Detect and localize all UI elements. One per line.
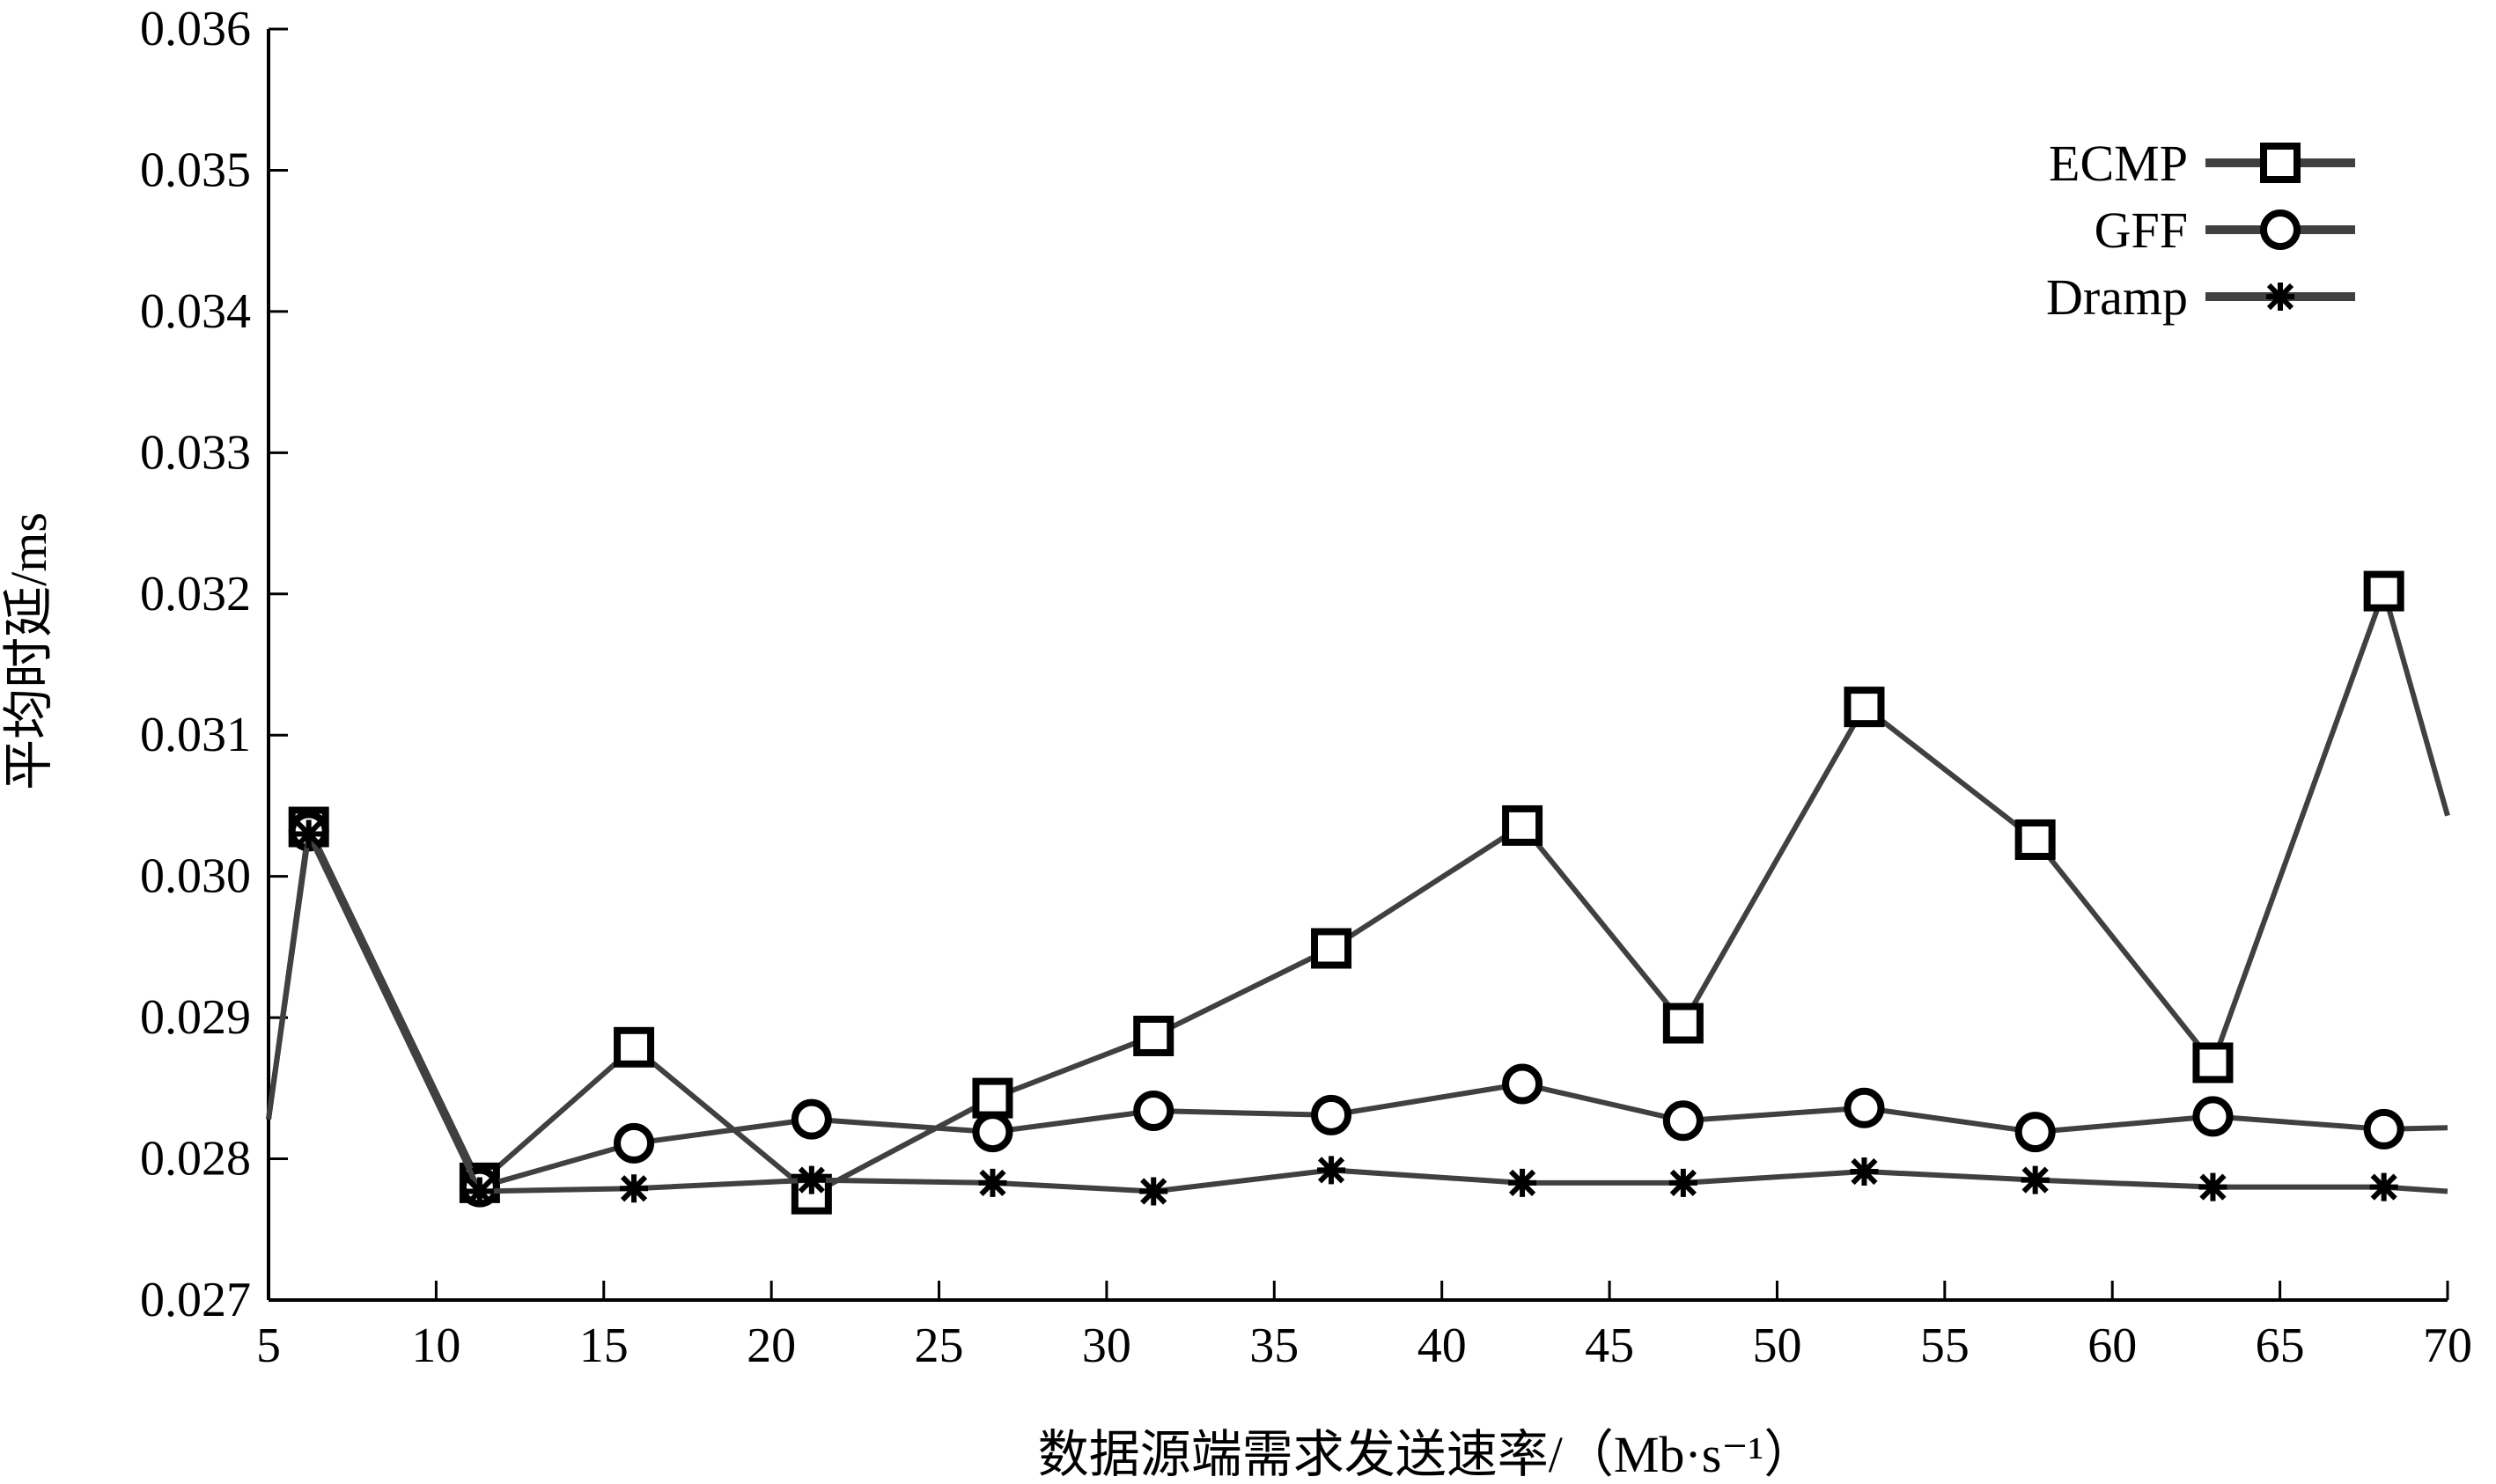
data-point-asterisk <box>1139 1177 1168 1206</box>
x-tick-label: 5 <box>256 1319 281 1373</box>
data-point-asterisk <box>294 819 323 849</box>
data-point-asterisk <box>620 1174 649 1203</box>
series-line <box>266 822 2448 1191</box>
y-tick-label: 0.029 <box>140 990 251 1045</box>
series-gff <box>266 811 2448 1208</box>
data-point-circle <box>2192 1096 2234 1137</box>
x-tick-label: 50 <box>1752 1319 1801 1373</box>
x-tick-label: 65 <box>2256 1319 2305 1373</box>
y-tick-label: 0.034 <box>140 284 251 339</box>
data-point-square <box>972 1077 1013 1119</box>
axes: 5 10 15 20 25 30 35 40 45 50 55 60 65 70 0.027 0.028 0.0… <box>140 2 2472 1373</box>
legend: ECMP GFF Dramp <box>2046 135 2355 326</box>
y-tick-label: 0.027 <box>140 1273 251 1327</box>
data-point-square <box>2363 570 2404 612</box>
x-tick-label: 10 <box>411 1319 460 1373</box>
series-group <box>266 570 2450 1215</box>
data-point-asterisk <box>2021 1165 2050 1194</box>
x-tick-label: 30 <box>1082 1319 1131 1373</box>
x-axis-label: 数据源端需求发送速率/（Mb·s⁻¹） <box>1038 1426 1815 1483</box>
data-point-square <box>2014 819 2056 860</box>
legend-label: GFF <box>2095 202 2188 259</box>
data-point-square <box>2192 1042 2234 1084</box>
x-tick-label: 60 <box>2087 1319 2137 1373</box>
data-point-circle <box>1311 1094 1352 1135</box>
x-tick-label: 35 <box>1249 1319 1299 1373</box>
data-point-circle <box>614 1122 655 1164</box>
x-tick-label: 45 <box>1585 1319 1634 1373</box>
data-point-square <box>1502 804 1543 846</box>
data-point-square <box>1662 1003 1704 1044</box>
data-point-circle <box>972 1112 1013 1153</box>
data-point-asterisk <box>2198 1172 2227 1201</box>
y-axis-label: 平均时延/ms <box>0 512 57 790</box>
y-tick-label: 0.032 <box>140 567 251 621</box>
data-point-square <box>614 1026 655 1068</box>
x-tick-label: 40 <box>1417 1319 1467 1373</box>
data-point-square <box>1311 928 1352 969</box>
data-point-asterisk <box>1317 1156 1346 1185</box>
y-tick-label: 0.033 <box>140 425 251 480</box>
x-tick-label: 25 <box>915 1319 964 1373</box>
data-point-asterisk <box>2369 1172 2398 1201</box>
data-point-circle <box>2363 1108 2404 1150</box>
data-point-square <box>1133 1015 1174 1056</box>
data-point-asterisk <box>465 1177 494 1206</box>
series-line <box>266 582 2450 1198</box>
series-line <box>266 825 2448 1194</box>
data-point-circle <box>791 1098 832 1140</box>
legend-marker-square <box>2260 143 2301 183</box>
y-tick-label: 0.028 <box>140 1132 251 1186</box>
legend-label: Dramp <box>2046 268 2188 326</box>
legend-marker-asterisk <box>2266 283 2294 311</box>
data-point-square <box>1844 687 1885 728</box>
data-point-circle <box>1502 1063 1543 1105</box>
data-point-asterisk <box>1668 1168 1697 1197</box>
legend-marker-circle <box>2260 209 2301 250</box>
y-tick-label: 0.036 <box>140 2 251 56</box>
data-point-circle <box>1844 1087 1885 1128</box>
data-point-asterisk <box>1850 1157 1879 1186</box>
x-tick-label: 20 <box>747 1319 796 1373</box>
series-ecmp <box>266 570 2450 1215</box>
data-point-circle <box>1133 1091 1174 1132</box>
y-tick-label: 0.031 <box>140 708 251 762</box>
data-point-asterisk <box>797 1165 826 1194</box>
data-point-asterisk <box>1508 1168 1537 1197</box>
series-dramp <box>266 819 2448 1206</box>
data-point-circle <box>2014 1112 2056 1153</box>
x-tick-label: 15 <box>579 1319 629 1373</box>
data-point-circle <box>1662 1100 1704 1142</box>
x-tick-label: 70 <box>2423 1319 2472 1373</box>
legend-label: ECMP <box>2049 135 2188 192</box>
y-tick-label: 0.035 <box>140 143 251 197</box>
y-tick-label: 0.030 <box>140 849 251 904</box>
data-point-asterisk <box>978 1168 1007 1197</box>
x-tick-label: 55 <box>1920 1319 1970 1373</box>
